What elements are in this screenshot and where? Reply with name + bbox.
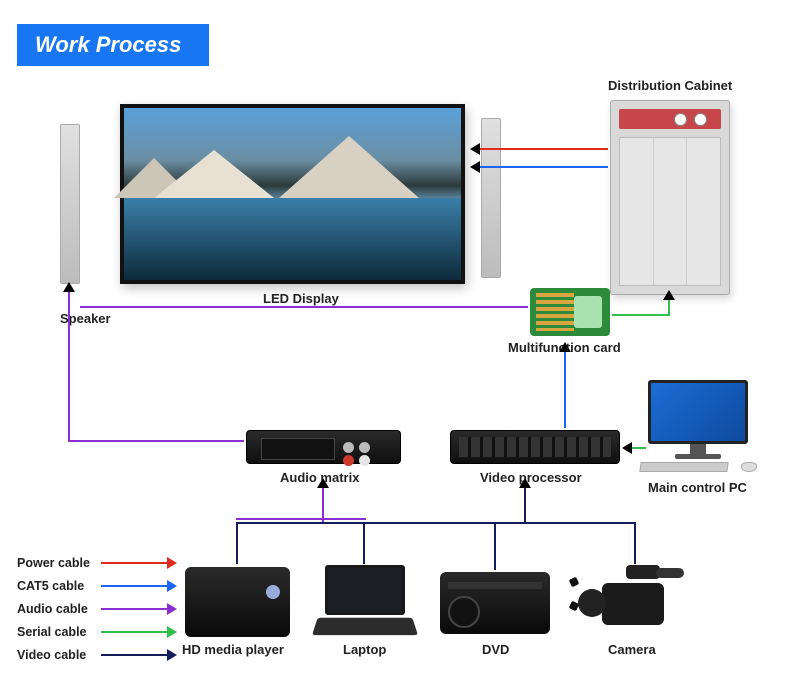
- conn-video-camera-drop: [634, 522, 636, 564]
- legend-label: Video cable: [17, 648, 101, 662]
- hd-media-player: [185, 567, 290, 637]
- legend-row: Audio cable: [17, 597, 177, 620]
- conn-serial-pc-to-video: [632, 447, 646, 449]
- conn-serial-mf-to-cabinet-h: [612, 314, 670, 316]
- legend-label: Serial cable: [17, 625, 101, 639]
- distribution-cabinet: [610, 100, 730, 295]
- speaker-right: [481, 118, 501, 278]
- camera-label: Camera: [608, 642, 656, 657]
- conn-serial-mf-to-cabinet-v: [668, 300, 670, 314]
- main-control-pc: [640, 380, 755, 470]
- dvd-label: DVD: [482, 642, 509, 657]
- legend-row: Power cable: [17, 551, 177, 574]
- conn-video-dvd-drop: [494, 522, 496, 570]
- audio-matrix: [246, 430, 401, 464]
- legend-label: Power cable: [17, 556, 101, 570]
- conn-audio-row: [80, 306, 528, 308]
- video-processor: [450, 430, 620, 464]
- conn-audio-bottom-left: [68, 440, 244, 442]
- cable-legend: Power cable CAT5 cable Audio cable Seria…: [17, 551, 177, 666]
- title-banner: Work Process: [17, 24, 209, 66]
- main-control-pc-label: Main control PC: [648, 480, 747, 495]
- camera: [578, 565, 698, 637]
- legend-row: CAT5 cable: [17, 574, 177, 597]
- conn-video-bus: [236, 522, 634, 524]
- led-display-label: LED Display: [263, 291, 339, 306]
- conn-audio-up-left: [68, 292, 70, 440]
- conn-cat5-cabinet-to-led: [480, 166, 608, 168]
- multifunction-card: [530, 288, 610, 336]
- laptop-label: Laptop: [343, 642, 386, 657]
- legend-label: Audio cable: [17, 602, 101, 616]
- dvd: [440, 572, 550, 634]
- hd-media-player-label: HD media player: [182, 642, 284, 657]
- conn-video-laptop-drop: [363, 522, 365, 564]
- conn-video-hd-drop: [236, 522, 238, 564]
- conn-audio-bus-seg: [236, 518, 366, 520]
- conn-power-cabinet-to-led: [480, 148, 608, 150]
- diagram-canvas: Work Process LED Display Speaker Distrib…: [0, 0, 800, 694]
- conn-audio-src-to-matrix: [322, 488, 324, 522]
- laptop: [315, 565, 415, 635]
- led-display: [120, 104, 465, 284]
- conn-cat5-video-to-mf: [564, 352, 566, 428]
- speaker-left: [60, 124, 80, 284]
- legend-label: CAT5 cable: [17, 579, 101, 593]
- conn-video-bus-to-processor: [524, 488, 526, 522]
- distribution-cabinet-label: Distribution Cabinet: [608, 78, 732, 93]
- legend-row: Video cable: [17, 643, 177, 666]
- legend-row: Serial cable: [17, 620, 177, 643]
